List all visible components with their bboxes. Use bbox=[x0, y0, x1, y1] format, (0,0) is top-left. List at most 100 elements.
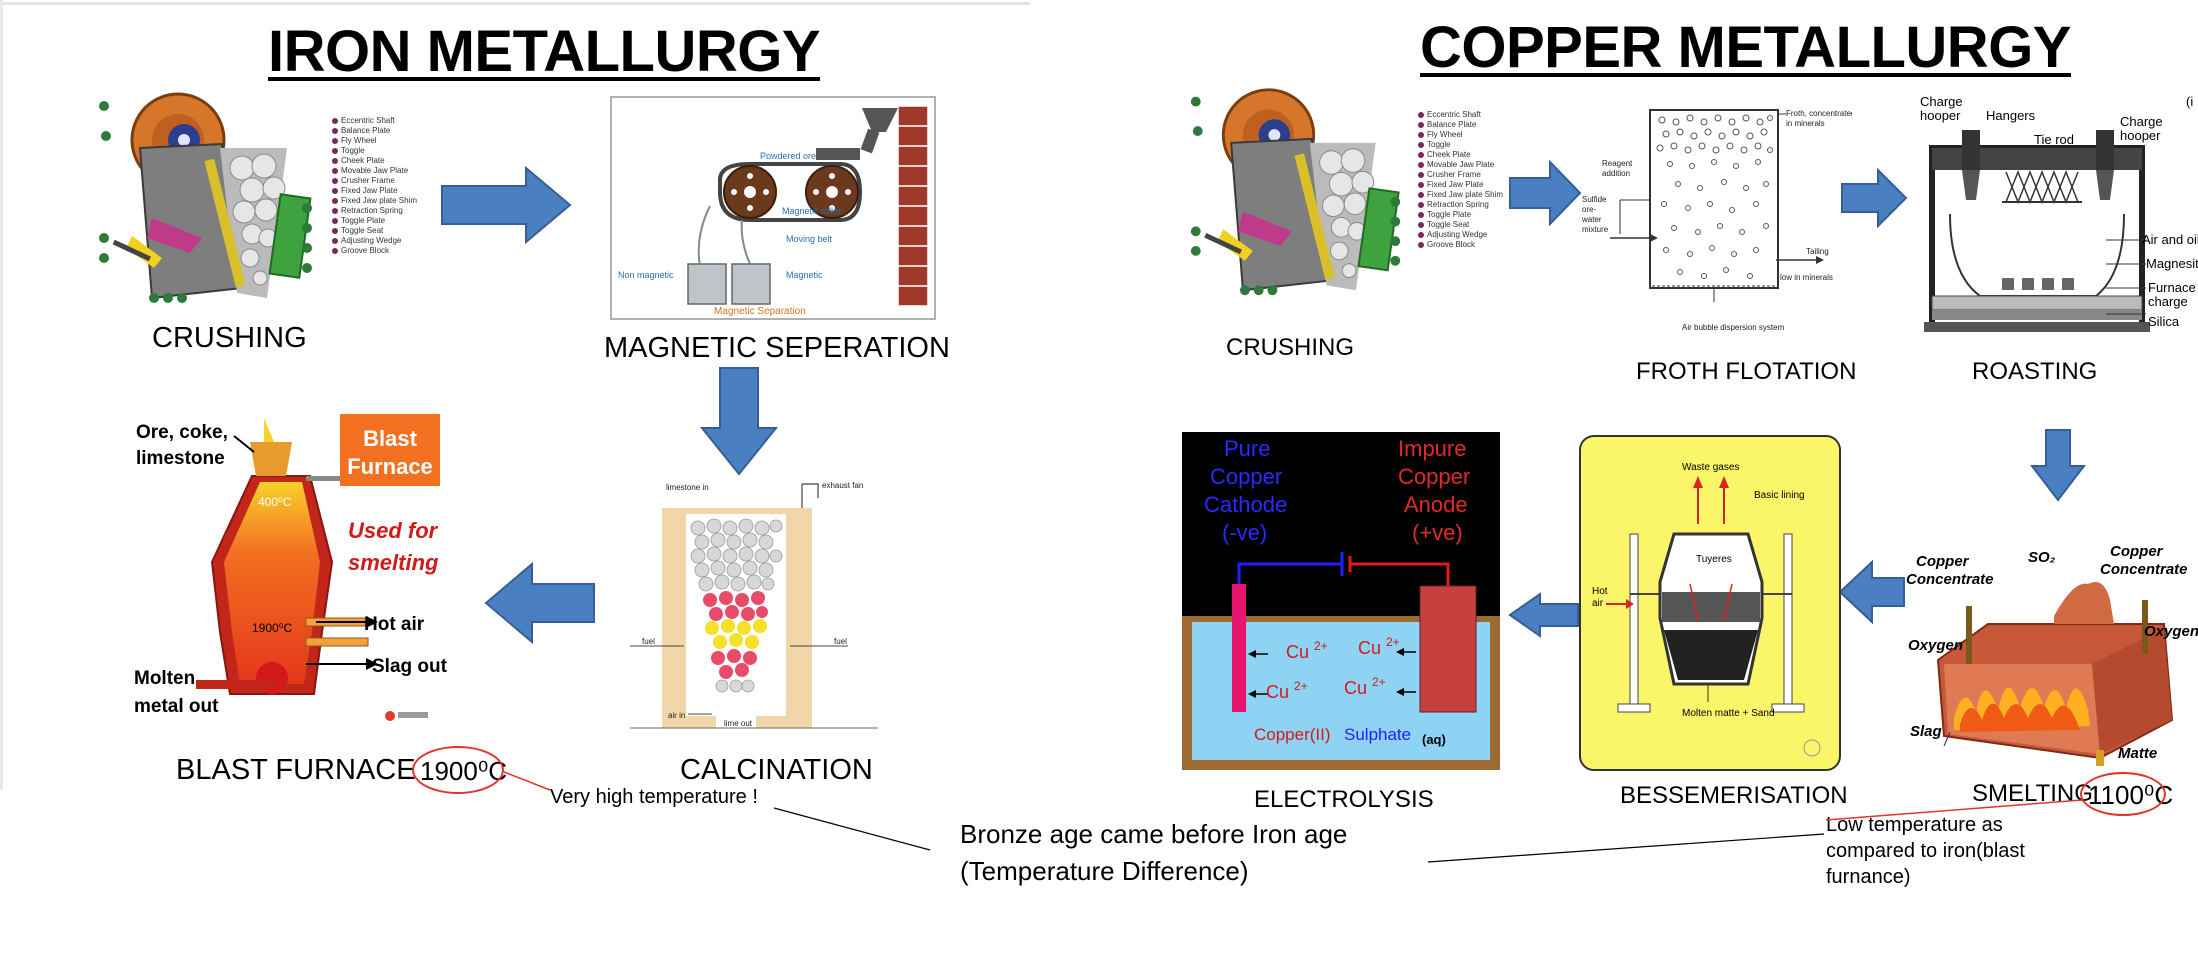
label-metal-out: metal out bbox=[134, 696, 219, 717]
label-slag-out: Slag out bbox=[372, 656, 448, 677]
iron-high-temp-note: Very high temperature ! bbox=[550, 786, 758, 808]
label-in-minerals: in minerals bbox=[1786, 119, 1825, 128]
part-item: Cheek Plate bbox=[1418, 150, 1503, 160]
part-item: Fixed Jaw Plate bbox=[332, 186, 417, 196]
arrow-right-icon bbox=[441, 166, 572, 244]
label-copper-conc-right-1: Copper bbox=[2110, 543, 2164, 560]
roasting-diagram: Charge hooper Hangers Tie rod Charge hoo… bbox=[1920, 94, 2198, 332]
arrow-left-icon bbox=[484, 562, 595, 644]
label-copper-ii: Copper(II) bbox=[1254, 725, 1331, 744]
label-charge-hooper-right-1: Charge bbox=[2120, 114, 2163, 129]
smelting-diagram: Copper Concentrate SO₂ Copper Concentrat… bbox=[1906, 543, 2198, 766]
label-hot: Hot bbox=[1592, 586, 1608, 597]
label-waste-gases: Waste gases bbox=[1682, 462, 1739, 473]
arrow-left-icon bbox=[1508, 592, 1579, 638]
conclusion-line-2: (Temperature Difference) bbox=[960, 856, 1249, 886]
label-magnetic-roller: Magnetic roller bbox=[782, 206, 841, 216]
part-item: Eccentric Shaft bbox=[332, 116, 417, 126]
part-item: Fixed Jaw plate Shim bbox=[1418, 190, 1503, 200]
part-item: Fly Wheel bbox=[1418, 130, 1503, 140]
label-water: water bbox=[1581, 215, 1602, 224]
part-item: Balance Plate bbox=[1418, 120, 1503, 130]
arrow-right-icon bbox=[1841, 168, 1908, 228]
label-400c: 400⁰C bbox=[258, 495, 292, 509]
label-tie-rod: Tie rod bbox=[2034, 132, 2074, 147]
label-smelting: smelting bbox=[348, 550, 439, 575]
label-silica: Silica bbox=[2148, 314, 2180, 329]
cu-ion-label: Cu bbox=[1344, 678, 1367, 698]
label-corner-mark: (i bbox=[2186, 94, 2193, 109]
label-powdered-ore: Powdered ore bbox=[760, 151, 816, 161]
label-furnace: Furnace bbox=[347, 454, 433, 479]
label-hangers: Hangers bbox=[1986, 108, 2036, 123]
cu-ion-label: Cu bbox=[1358, 638, 1381, 658]
part-item: Toggle Seat bbox=[332, 226, 417, 236]
label-non-magnetic: Non magnetic bbox=[618, 270, 674, 280]
label-molten: Molten bbox=[134, 668, 195, 689]
label-copper-left: Copper bbox=[1210, 464, 1282, 489]
label-charge-hooper-left-1: Charge bbox=[1920, 94, 1963, 109]
label-impure: Impure bbox=[1398, 436, 1466, 461]
copper-temperature-highlight bbox=[2080, 772, 2166, 816]
label-pure: Pure bbox=[1224, 436, 1270, 461]
froth-flotation-diagram: Froth, concentrated in minerals Reagent … bbox=[1581, 109, 1852, 332]
label-used-for: Used for bbox=[348, 518, 439, 543]
magnetic-separation-label: MAGNETIC SEPERATION bbox=[604, 332, 950, 364]
cu-ion-charge: 2+ bbox=[1372, 675, 1386, 689]
label-magnetic: Magnetic bbox=[786, 270, 823, 280]
label-fuel-right: fuel bbox=[834, 637, 847, 646]
electrolysis-label: ELECTROLYSIS bbox=[1254, 786, 1434, 813]
label-air-bubble: Air bubble dispersion system bbox=[1682, 323, 1785, 332]
label-sulphate: Sulphate bbox=[1344, 725, 1411, 744]
label-mixture: mixture bbox=[1582, 225, 1609, 234]
label-positive: (+ve) bbox=[1412, 520, 1463, 545]
conclusion-line-1: Bronze age came before Iron age bbox=[960, 819, 1348, 849]
label-limestone-in: limestone in bbox=[666, 483, 709, 492]
bessemerisation-label: BESSEMERISATION bbox=[1620, 782, 1848, 809]
label-anode: Anode bbox=[1404, 492, 1468, 517]
blast-furnace-diagram: Blast Furnace Ore, coke, limestone Used … bbox=[134, 414, 448, 721]
part-item: Adjusting Wedge bbox=[332, 236, 417, 246]
label-limestone: limestone bbox=[136, 448, 225, 469]
label-magnetic-caption: Magnetic Separation bbox=[714, 306, 806, 317]
part-item: Movable Jaw Plate bbox=[332, 166, 417, 176]
label-basic-lining: Basic lining bbox=[1754, 490, 1805, 501]
label-copper-right: Copper bbox=[1398, 464, 1470, 489]
label-negative: (-ve) bbox=[1222, 520, 1267, 545]
label-cathode: Cathode bbox=[1204, 492, 1287, 517]
label-furnace-charge-1: Furnace bbox=[2148, 280, 2196, 295]
arrow-right-icon bbox=[1509, 160, 1582, 226]
iron-temperature-highlight bbox=[412, 746, 504, 794]
label-aq: (aq) bbox=[1422, 732, 1446, 747]
label-fuel-left: fuel bbox=[642, 637, 655, 646]
label-low-minerals: low in minerals bbox=[1780, 273, 1833, 282]
label-hot-air: Hot air bbox=[364, 614, 425, 635]
part-item: Cheek Plate bbox=[332, 156, 417, 166]
part-item: Toggle bbox=[1418, 140, 1503, 150]
part-item: Adjusting Wedge bbox=[1418, 230, 1503, 240]
label-ore-coke: Ore, coke, bbox=[136, 422, 228, 443]
part-item: Toggle bbox=[332, 146, 417, 156]
label-slag: Slag bbox=[1910, 723, 1942, 740]
electrolysis-diagram: Pure Copper Cathode (-ve) Impure Copper … bbox=[1182, 432, 1500, 770]
part-item: Toggle Plate bbox=[332, 216, 417, 226]
label-matte: Matte bbox=[2118, 745, 2157, 762]
left-edge-divider bbox=[0, 0, 3, 790]
cu-ion-label: Cu bbox=[1266, 682, 1289, 702]
label-moving-belt: Moving belt bbox=[786, 234, 833, 244]
label-addition: addition bbox=[1602, 169, 1630, 178]
label-copper-conc-left-1: Copper bbox=[1916, 553, 1970, 570]
copper-title: COPPER METALLURGY bbox=[1420, 15, 2072, 80]
copper-low-temp-note-line2: compared to iron(blast bbox=[1826, 840, 2025, 862]
label-tuyeres: Tuyeres bbox=[1696, 554, 1732, 565]
label-blast: Blast bbox=[363, 426, 417, 451]
label-oxygen-right: Oxygen bbox=[2144, 623, 2198, 640]
blast-furnace-label: BLAST FURNACE bbox=[176, 754, 416, 786]
label-air-and-oil: Air and oil bbox=[2142, 232, 2198, 247]
label-exhaust-fan: exhaust fan bbox=[822, 481, 863, 490]
part-item: Eccentric Shaft bbox=[1418, 110, 1503, 120]
part-item: Fixed Jaw Plate bbox=[1418, 180, 1503, 190]
calcination-label: CALCINATION bbox=[680, 754, 873, 786]
label-1900c: 1900⁰C bbox=[252, 621, 293, 635]
label-molten-matte: Molten matte + Sand bbox=[1682, 708, 1775, 719]
